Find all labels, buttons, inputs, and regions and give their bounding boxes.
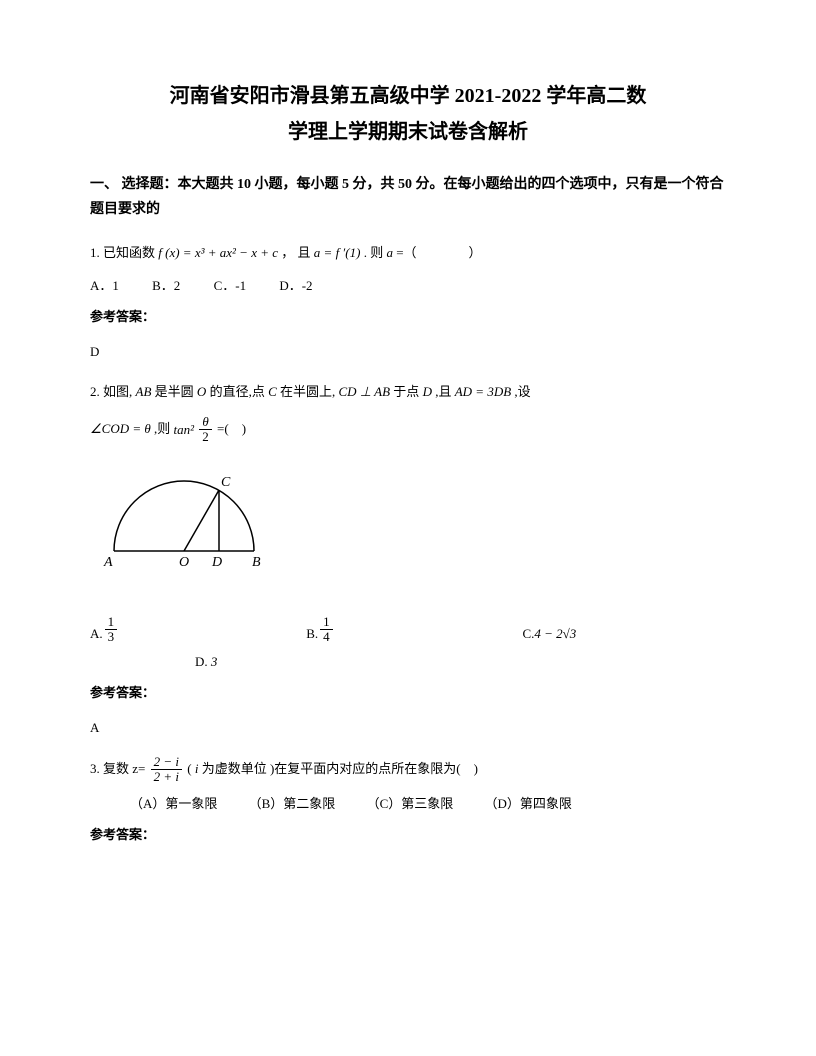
- q3-prefix: 3. 复数 z=: [90, 761, 149, 776]
- q1-formula-cond: a = f ′(1): [314, 245, 361, 260]
- q3-opt-a: （A）第一象限: [130, 794, 217, 815]
- question-1: 1. 已知函数 f (x) = x³ + ax² − x + c ， 且 a =…: [90, 240, 726, 266]
- q1-mid1: ， 且: [281, 245, 314, 260]
- q3-tail: 为虚数单位 )在复平面内对应的点所在象限为( ): [202, 761, 478, 776]
- q3-opt-b: （B）第二象限: [249, 794, 336, 815]
- q2-opt-a-prefix: A.: [90, 624, 103, 645]
- q2-opt-d-val: 3: [211, 654, 218, 669]
- question-2-line2: ∠COD = θ ,则 tan² θ 2 =( ): [90, 415, 726, 445]
- q3-opt-d: （D）第四象限: [484, 794, 571, 815]
- q2-opt-a-frac: 1 3: [105, 615, 118, 645]
- q3-opt-c: （C）第三象限: [367, 794, 454, 815]
- q2-t1: 2. 如图,: [90, 384, 136, 399]
- q2-cdab: CD ⊥ AB: [339, 384, 391, 399]
- q2-a-den: 3: [105, 630, 118, 644]
- q2-t5: 于点: [393, 384, 422, 399]
- q2-ad3db: AD = 3DB: [455, 384, 511, 399]
- q1-answer-label: 参考答案：: [90, 307, 726, 328]
- q1-opt-a: A．1: [90, 276, 119, 297]
- q1-formula-a: a: [386, 245, 393, 260]
- svg-text:C: C: [221, 475, 231, 490]
- q2-t6: ,且: [435, 384, 455, 399]
- q2-angle: ∠COD = θ: [90, 421, 151, 436]
- q1-mid2: . 则: [364, 245, 387, 260]
- q2-t9: =( ): [217, 421, 246, 436]
- q3-den: 2 + i: [151, 770, 182, 784]
- svg-text:B: B: [252, 555, 261, 570]
- q2-answer: A: [90, 718, 726, 739]
- q2-b-den: 4: [320, 630, 333, 644]
- q2-opt-b: B. 1 4: [306, 615, 522, 645]
- q2-opt-c-val: 4 − 2√3: [534, 624, 576, 645]
- doc-title-line1: 河南省安阳市滑县第五高级中学 2021-2022 学年高二数: [90, 80, 726, 112]
- q1-opt-c: C．-1: [214, 276, 247, 297]
- q1-opt-d: D．-2: [279, 276, 312, 297]
- q2-opt-c-prefix: C.: [522, 624, 534, 645]
- q1-opt-b: B．2: [152, 276, 180, 297]
- q2-t7: ,设: [514, 384, 530, 399]
- q3-answer-label: 参考答案：: [90, 825, 726, 846]
- section-header: 一、 选择题：本大题共 10 小题，每小题 5 分，共 50 分。在每小题给出的…: [90, 172, 726, 222]
- q2-t8: ,则: [154, 421, 174, 436]
- q2-opt-c: C. 4 − 2√3: [522, 615, 576, 645]
- q2-answer-label: 参考答案：: [90, 683, 726, 704]
- svg-text:A: A: [103, 555, 113, 570]
- q1-prefix: 1. 已知函数: [90, 245, 158, 260]
- q3-frac: 2 − i 2 + i: [151, 755, 182, 785]
- q2-figure: C A O D B: [94, 456, 726, 584]
- q2-two: 2: [199, 430, 212, 444]
- q2-a-num: 1: [105, 615, 118, 630]
- doc-title-line2: 学理上学期期末试卷含解析: [90, 116, 726, 148]
- semicircle-diagram-icon: C A O D B: [94, 456, 274, 576]
- q2-o: O: [197, 384, 206, 399]
- q1-formula-func: f (x) = x³ + ax² − x + c: [158, 245, 278, 260]
- q2-theta-over-2: θ 2: [199, 415, 212, 445]
- svg-text:O: O: [179, 555, 189, 570]
- q3-num: 2 − i: [151, 755, 182, 770]
- q2-d: D: [423, 384, 432, 399]
- q1-answer: D: [90, 342, 726, 363]
- q2-t2: 是半圆: [155, 384, 197, 399]
- q2-tan2: tan²: [174, 422, 195, 437]
- q3-options: （A）第一象限 （B）第二象限 （C）第三象限 （D）第四象限: [130, 794, 726, 815]
- q2-t3: 的直径,点: [210, 384, 269, 399]
- q2-t4: 在半圆上,: [280, 384, 339, 399]
- q2-opt-a: A. 1 3: [90, 615, 306, 645]
- q2-theta: θ: [199, 415, 212, 430]
- q2-opt-b-frac: 1 4: [320, 615, 333, 645]
- q2-c: C: [268, 384, 277, 399]
- q2-opt-b-prefix: B.: [306, 624, 318, 645]
- question-3: 3. 复数 z= 2 − i 2 + i ( i 为虚数单位 )在复平面内对应的…: [90, 755, 726, 785]
- q3-i: i: [195, 761, 199, 776]
- q1-options: A．1 B．2 C．-1 D．-2: [90, 276, 726, 297]
- q2-opt-d-prefix: D.: [195, 654, 211, 669]
- q2-opt-d: D. 3: [195, 652, 726, 673]
- q3-mid: (: [187, 761, 195, 776]
- q1-tail: =（ ）: [396, 245, 481, 260]
- q2-b-num: 1: [320, 615, 333, 630]
- q2-options: A. 1 3 B. 1 4 C. 4 − 2√3: [90, 615, 726, 645]
- svg-text:D: D: [211, 555, 222, 570]
- question-2: 2. 如图, AB 是半圆 O 的直径,点 C 在半圆上, CD ⊥ AB 于点…: [90, 379, 726, 405]
- q2-ab: AB: [136, 384, 152, 399]
